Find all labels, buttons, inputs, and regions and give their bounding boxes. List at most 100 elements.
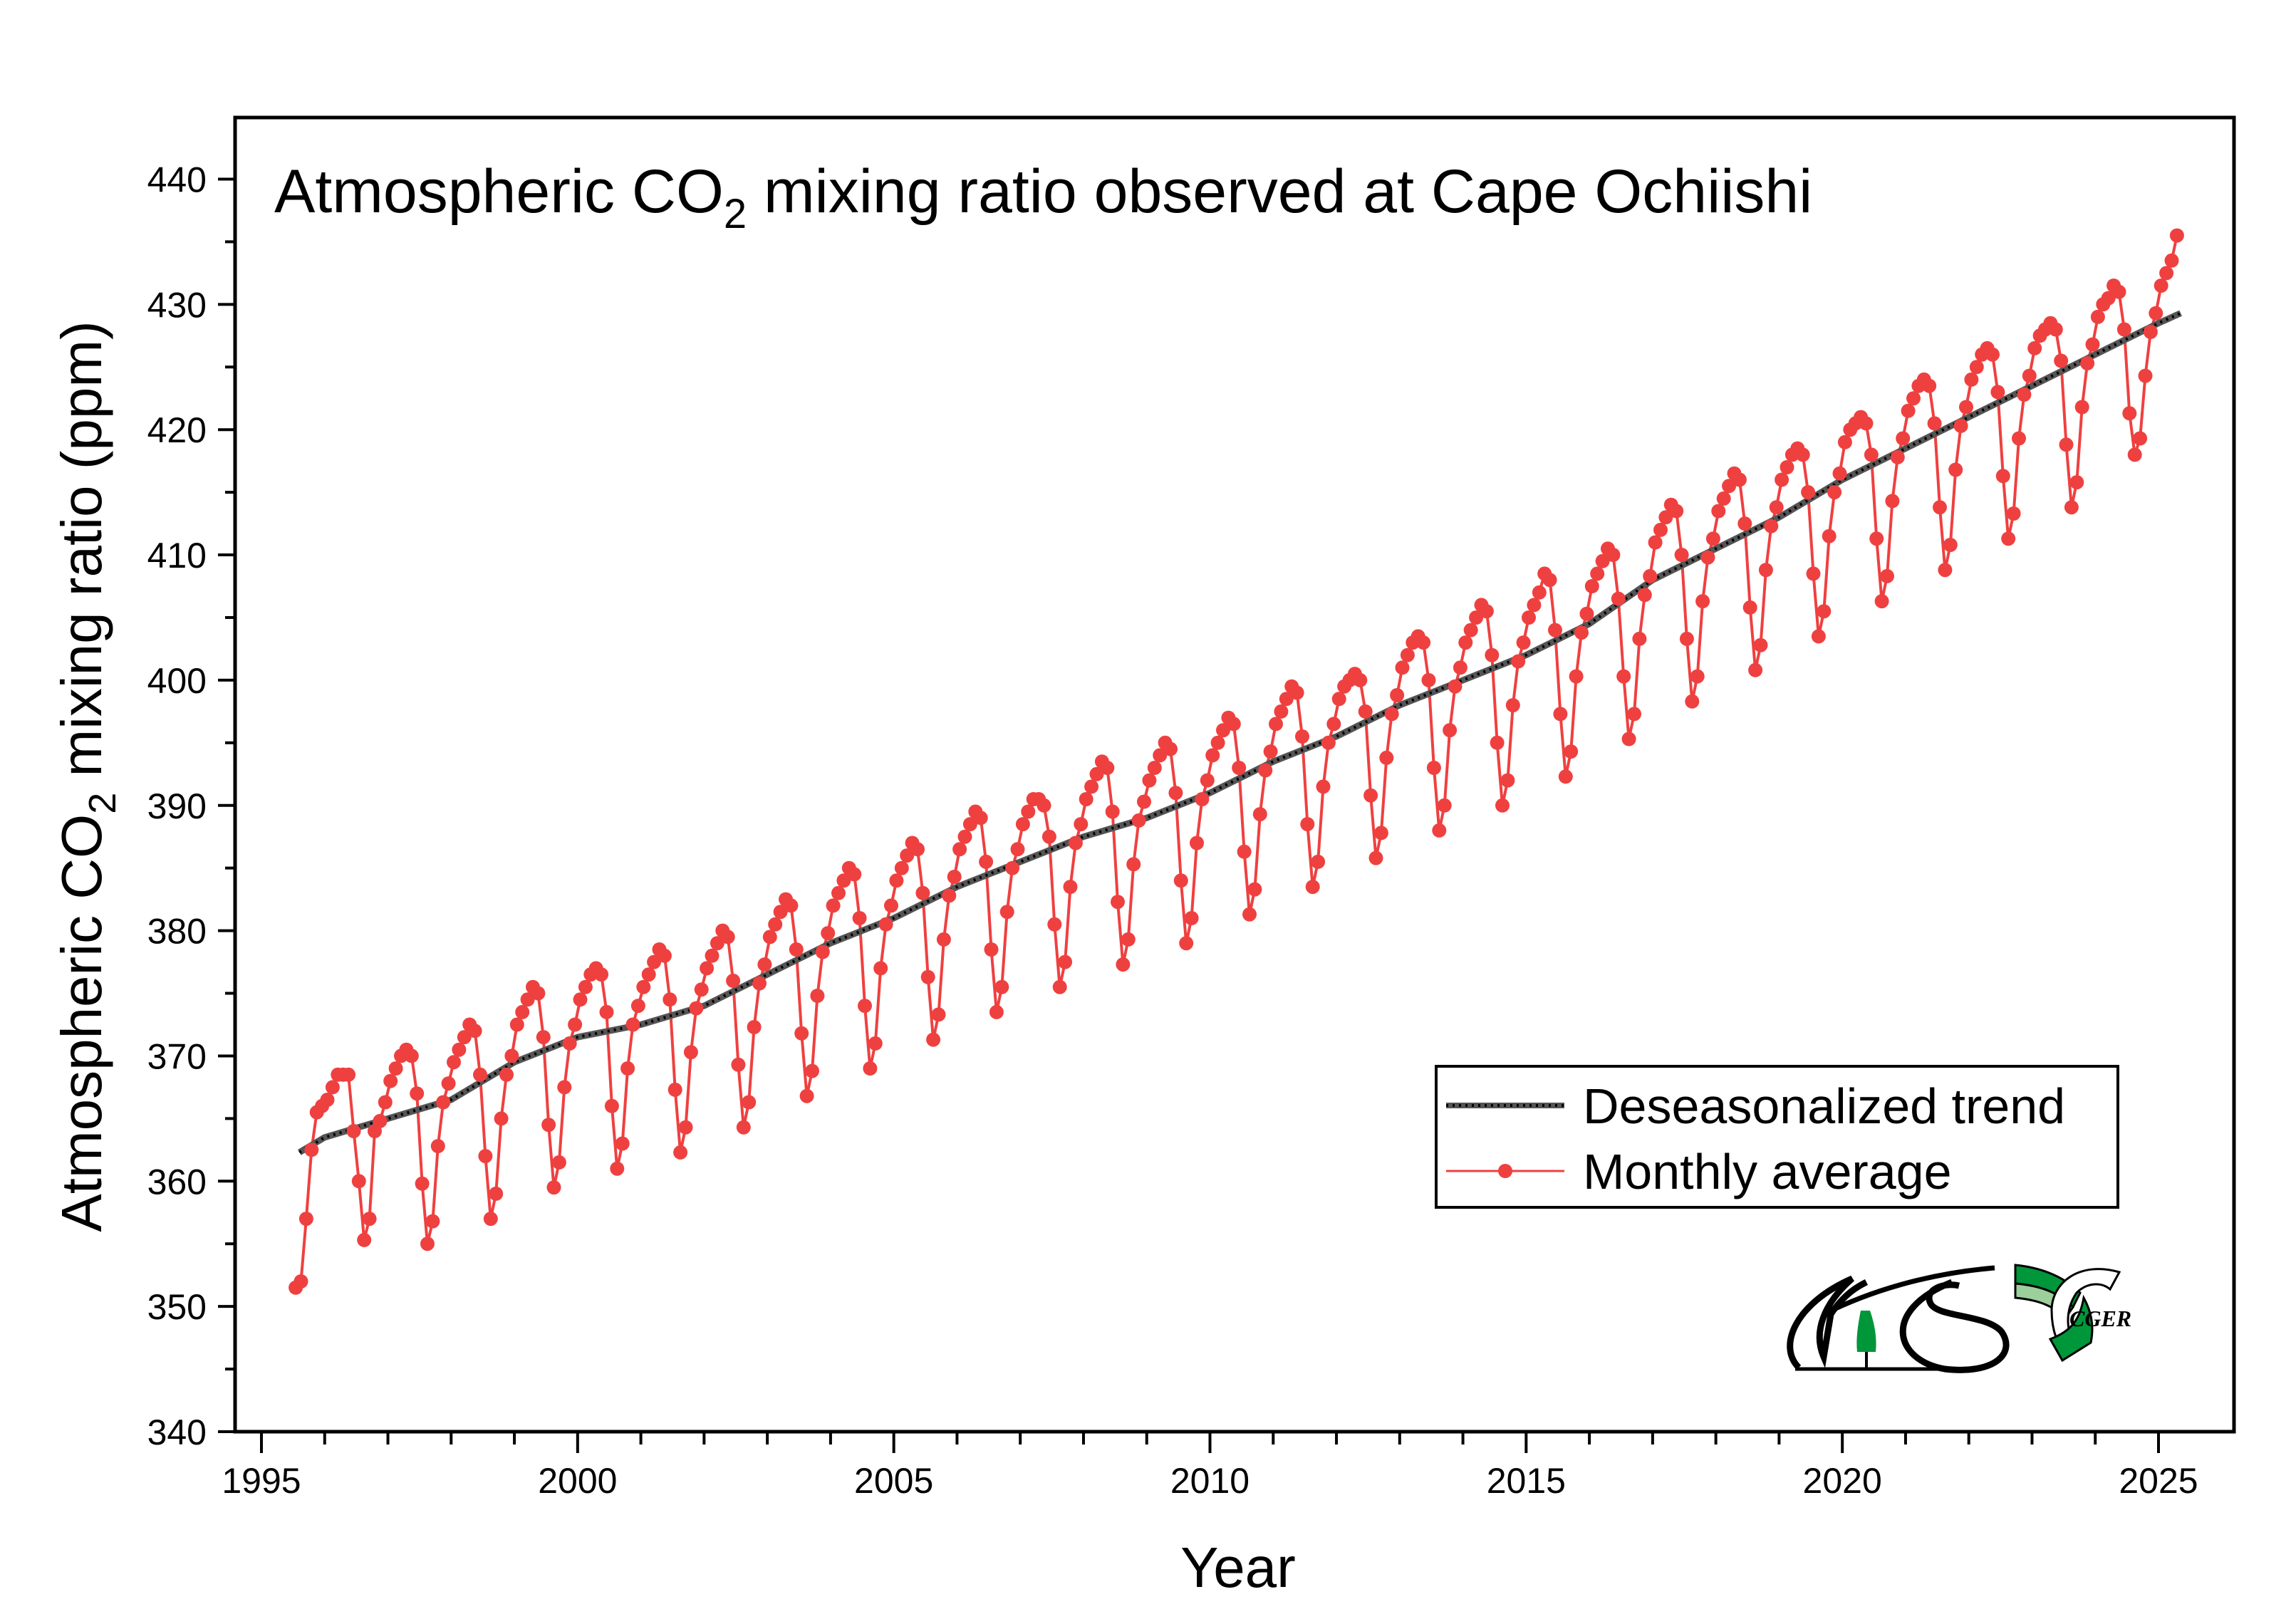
monthly-point (1532, 585, 1547, 600)
monthly-point (1653, 522, 1668, 537)
monthly-point (1553, 707, 1568, 722)
monthly-point (378, 1095, 393, 1110)
monthly-point (473, 1067, 487, 1082)
monthly-point (2101, 291, 2116, 306)
monthly-point (2149, 306, 2163, 321)
monthly-point (1041, 829, 1056, 844)
y-tick-label: 440 (147, 160, 207, 200)
monthly-point (852, 911, 867, 925)
monthly-point (604, 1098, 619, 1113)
monthly-point (1353, 672, 1368, 687)
monthly-point (979, 854, 994, 869)
monthly-point (2138, 368, 2153, 383)
monthly-point (1611, 591, 1626, 606)
monthly-point (562, 1036, 577, 1051)
legend-label-trend: Deseasonalized trend (1583, 1078, 2065, 1134)
monthly-point (1400, 647, 1415, 662)
monthly-point (694, 982, 709, 997)
monthly-point (2069, 475, 2084, 490)
monthly-point (2127, 447, 2142, 462)
monthly-point (989, 1004, 1004, 1019)
monthly-point (1258, 763, 1273, 778)
cger-logo: CGER (2014, 1264, 2131, 1363)
y-tick-label: 380 (147, 912, 207, 952)
monthly-point (920, 969, 935, 984)
y-tick-label: 350 (147, 1287, 207, 1327)
monthly-point (1015, 817, 1030, 832)
monthly-point (999, 905, 1014, 920)
legend: Deseasonalized trend Monthly average (1435, 1065, 2119, 1209)
monthly-point (805, 1063, 819, 1078)
monthly-point (1943, 538, 1958, 552)
monthly-point (2122, 406, 2137, 421)
monthly-point (815, 944, 830, 959)
monthly-point (1058, 954, 1073, 969)
monthly-point (2012, 431, 2026, 446)
monthly-point (878, 917, 893, 932)
monthly-point (388, 1061, 403, 1076)
monthly-point (1126, 857, 1141, 872)
monthly-point (647, 954, 662, 969)
monthly-point (752, 976, 767, 991)
monthly-point (1859, 416, 1874, 431)
monthly-point (1121, 932, 1136, 947)
monthly-point (2017, 387, 2032, 402)
monthly-point (1395, 660, 1410, 675)
monthly-point (1690, 669, 1705, 684)
y-tick-label: 430 (147, 285, 207, 325)
monthly-point (1068, 836, 1083, 850)
monthly-point (1495, 798, 1510, 813)
x-tick-label: 2005 (854, 1461, 933, 1501)
chart-title: Atmospheric CO2 mixing ratio observed at… (274, 157, 1812, 237)
monthly-point (509, 1017, 524, 1032)
monthly-point (1131, 813, 1146, 828)
monthly-point (494, 1111, 509, 1126)
monthly-point (1232, 761, 1247, 775)
monthly-point (1705, 531, 1720, 546)
monthly-point (1885, 494, 1900, 509)
monthly-point (1173, 873, 1188, 888)
monthly-point (404, 1048, 419, 1063)
monthly-point (1321, 735, 1336, 750)
monthly-point (894, 860, 909, 875)
monthly-point (1168, 786, 1183, 801)
monthly-point (1558, 769, 1573, 784)
monthly-point (420, 1237, 435, 1251)
monthly-point (1579, 606, 1594, 621)
monthly-point (1548, 623, 1562, 637)
monthly-point (594, 967, 609, 982)
monthly-point (863, 1061, 878, 1076)
monthly-point (425, 1214, 440, 1229)
monthly-point (1200, 773, 1215, 788)
monthly-point (1226, 717, 1241, 732)
monthly-point (720, 930, 735, 944)
monthly-point (678, 1120, 693, 1135)
monthly-point (683, 1045, 698, 1060)
monthly-point (731, 1057, 746, 1072)
monthly-point (1827, 485, 1842, 500)
monthly-point (1627, 707, 1641, 722)
monthly-point (1137, 794, 1151, 809)
monthly-point (1637, 588, 1652, 603)
monthly-point (1679, 631, 1694, 646)
monthly-point (915, 885, 930, 900)
monthly-point (1490, 735, 1505, 750)
monthly-point (1458, 635, 1473, 650)
monthly-point (1432, 823, 1447, 838)
monthly-point (541, 1118, 556, 1133)
monthly-point (1511, 654, 1526, 669)
monthly-point (447, 1055, 461, 1070)
monthly-point (568, 1017, 583, 1032)
monthly-point (1769, 500, 1784, 515)
monthly-point (700, 961, 715, 976)
monthly-point (457, 1030, 472, 1045)
monthly-point (1669, 504, 1684, 519)
monthly-point (2154, 279, 2168, 293)
monthly-point (889, 873, 904, 888)
monthly-point (436, 1095, 451, 1110)
monthly-point (1300, 817, 1315, 832)
monthly-point (1648, 535, 1663, 550)
monthly-point (1269, 717, 1283, 732)
monthly-point (1711, 504, 1726, 519)
monthly-point (836, 873, 851, 888)
